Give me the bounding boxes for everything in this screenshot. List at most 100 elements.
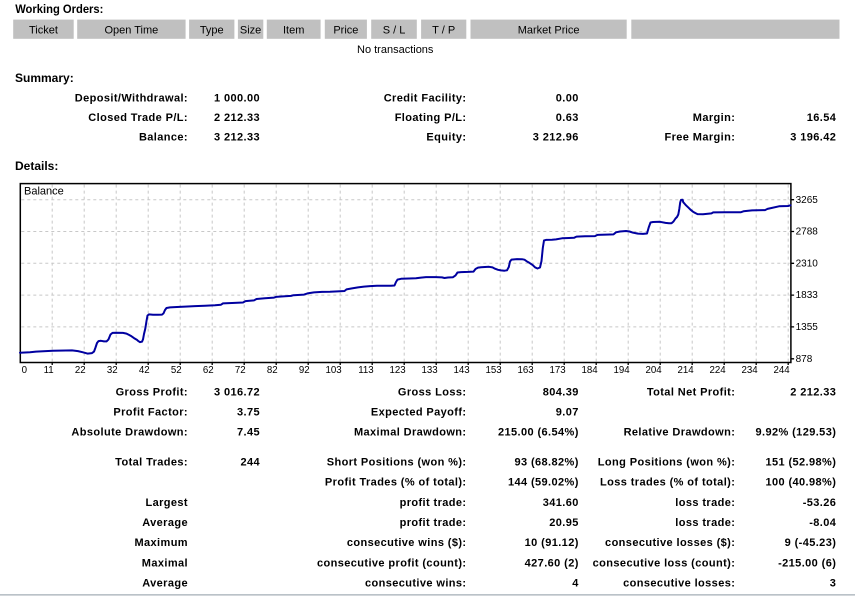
svg-text:22: 22 [75,365,86,376]
svg-text:3 016.72: 3 016.72 [214,386,260,398]
svg-text:Open Time: Open Time [104,24,158,36]
svg-text:Maximal: Maximal [142,557,188,569]
svg-text:62: 62 [203,365,214,376]
svg-text:2 212.33: 2 212.33 [214,112,260,124]
svg-text:0.00: 0.00 [556,93,579,105]
svg-text:Equity:: Equity: [426,132,466,144]
svg-text:2788: 2788 [796,227,819,238]
svg-text:113: 113 [358,365,373,376]
svg-text:3.75: 3.75 [237,406,260,418]
svg-text:Profit Trades (% of total):: Profit Trades (% of total): [325,477,467,489]
svg-text:32: 32 [107,365,118,376]
svg-text:2310: 2310 [796,258,819,269]
svg-text:52: 52 [171,365,182,376]
svg-text:Ticket: Ticket [29,24,58,36]
svg-text:Margin:: Margin: [693,112,736,124]
svg-text:Loss trades (% of total):: Loss trades (% of total): [600,477,735,489]
svg-text:184: 184 [582,365,599,376]
svg-text:-8.04: -8.04 [809,517,837,529]
svg-text:-53.26: -53.26 [803,497,837,509]
svg-text:7.45: 7.45 [237,426,260,438]
svg-text:consecutive loss (count):: consecutive loss (count): [593,557,736,569]
svg-text:Maximum: Maximum [134,537,188,549]
svg-text:3 212.33: 3 212.33 [214,132,260,144]
svg-text:1 000.00: 1 000.00 [214,93,260,105]
svg-text:214: 214 [678,365,695,376]
svg-text:427.60 (2): 427.60 (2) [525,557,579,569]
svg-text:Profit Factor:: Profit Factor: [113,406,188,418]
svg-text:3 196.42: 3 196.42 [790,132,836,144]
svg-text:Size: Size [240,24,261,36]
svg-text:profit trade:: profit trade: [400,517,467,529]
svg-text:T / P: T / P [432,24,455,36]
svg-text:Type: Type [200,24,224,36]
svg-text:133: 133 [422,365,438,376]
svg-text:Closed Trade P/L:: Closed Trade P/L: [88,112,188,124]
svg-text:Average: Average [142,578,188,590]
svg-text:341.60: 341.60 [543,497,579,509]
svg-text:Expected Payoff:: Expected Payoff: [371,406,467,418]
svg-text:72: 72 [235,365,246,376]
svg-text:204: 204 [646,365,663,376]
svg-text:153: 153 [486,365,502,376]
svg-text:3265: 3265 [796,195,819,206]
svg-text:No transactions: No transactions [357,44,434,56]
svg-text:consecutive wins ($):: consecutive wins ($): [347,537,467,549]
svg-text:Total Trades:: Total Trades: [115,456,188,468]
svg-text:103: 103 [326,365,342,376]
svg-text:loss trade:: loss trade: [675,497,735,509]
svg-text:Free Margin:: Free Margin: [664,132,735,144]
svg-text:93 (68.82%): 93 (68.82%) [514,456,578,468]
svg-text:11: 11 [44,365,54,376]
svg-text:Details:: Details: [15,159,58,173]
svg-text:consecutive losses:: consecutive losses: [623,578,735,590]
svg-text:0: 0 [22,365,28,376]
svg-text:-215.00 (6): -215.00 (6) [778,557,836,569]
svg-text:10 (91.12): 10 (91.12) [525,537,579,549]
svg-text:92: 92 [299,365,310,376]
svg-text:Gross Loss:: Gross Loss: [398,386,467,398]
svg-text:Summary:: Summary: [15,71,74,85]
svg-text:143: 143 [454,365,470,376]
svg-text:Floating P/L:: Floating P/L: [395,112,467,124]
svg-text:Balance:: Balance: [139,132,188,144]
svg-text:42: 42 [139,365,150,376]
svg-text:Largest: Largest [145,497,188,509]
svg-text:224: 224 [710,365,727,376]
svg-text:173: 173 [550,365,566,376]
svg-text:Balance: Balance [24,186,64,198]
svg-text:244: 244 [774,365,791,376]
svg-text:215.00 (6.54%): 215.00 (6.54%) [498,426,579,438]
svg-text:144 (59.02%): 144 (59.02%) [508,477,579,489]
svg-text:Total Net Profit:: Total Net Profit: [647,386,735,398]
svg-text:Relative Drawdown:: Relative Drawdown: [624,426,736,438]
svg-text:Credit Facility:: Credit Facility: [384,93,467,105]
svg-text:0.63: 0.63 [556,112,579,124]
svg-text:878: 878 [796,354,813,365]
svg-text:profit trade:: profit trade: [400,497,467,509]
svg-text:100 (40.98%): 100 (40.98%) [765,477,836,489]
svg-text:Maximal Drawdown:: Maximal Drawdown: [354,426,467,438]
svg-text:20.95: 20.95 [549,517,579,529]
svg-text:123: 123 [390,365,406,376]
svg-text:consecutive losses ($):: consecutive losses ($): [605,537,735,549]
svg-text:16.54: 16.54 [807,112,837,124]
svg-text:Working Orders:: Working Orders: [15,2,103,16]
svg-text:1355: 1355 [796,322,819,333]
svg-text:S / L: S / L [383,24,406,36]
svg-text:consecutive profit (count):: consecutive profit (count): [317,557,467,569]
svg-text:3 212.96: 3 212.96 [533,132,579,144]
svg-text:151 (52.98%): 151 (52.98%) [765,456,836,468]
svg-text:Deposit/Withdrawal:: Deposit/Withdrawal: [75,93,188,105]
svg-text:194: 194 [614,365,631,376]
svg-text:9.07: 9.07 [556,406,579,418]
svg-text:234: 234 [742,365,759,376]
svg-text:4: 4 [572,578,579,590]
svg-text:loss trade:: loss trade: [675,517,735,529]
svg-text:Price: Price [333,24,358,36]
svg-text:2 212.33: 2 212.33 [790,386,836,398]
svg-text:Gross Profit:: Gross Profit: [116,386,188,398]
svg-text:Item: Item [283,24,304,36]
svg-text:Average: Average [142,517,188,529]
svg-text:Market Price: Market Price [518,24,580,36]
